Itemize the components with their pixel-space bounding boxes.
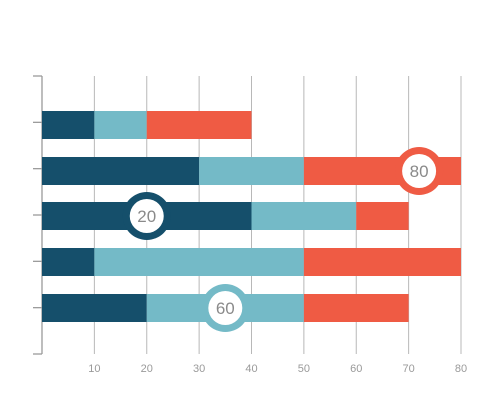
x-tick-label: 60: [350, 363, 362, 375]
bar-segment: [42, 294, 147, 322]
value-badge-core: [208, 291, 243, 325]
bar-segment: [199, 157, 304, 185]
value-badge: 80: [395, 147, 444, 195]
bar-segment: [94, 248, 304, 276]
x-tick-label: 20: [141, 363, 153, 375]
bar-segment: [251, 202, 357, 230]
value-badge-core: [129, 199, 164, 233]
y-axis: [33, 75, 43, 355]
value-badge-label: 20: [137, 207, 156, 226]
x-tick-label: 80: [455, 363, 467, 375]
x-tick-label: 50: [298, 363, 310, 375]
value-badge-label: 60: [216, 299, 235, 318]
value-badge: 20: [122, 192, 171, 240]
x-tick-label: 70: [403, 363, 415, 375]
value-badge: 60: [201, 284, 250, 332]
x-tick-label: 10: [88, 363, 100, 375]
value-badge-label: 80: [410, 162, 429, 181]
x-axis-tick-labels: 10 20 30 40 50 60 70 80: [88, 363, 467, 375]
bar-segment: [42, 157, 200, 185]
annotations: 80 20 60: [122, 147, 444, 332]
bar-segment: [146, 111, 252, 139]
bar-segment: [94, 111, 147, 139]
bar-segment: [42, 248, 95, 276]
x-tick-label: 40: [245, 363, 257, 375]
value-badge-core: [402, 154, 437, 188]
x-tick-label: 30: [193, 363, 205, 375]
bar-segment: [303, 294, 409, 322]
bar-segment: [42, 111, 95, 139]
bar-segment: [356, 202, 409, 230]
bars: [42, 111, 461, 322]
bar-segment: [303, 248, 461, 276]
